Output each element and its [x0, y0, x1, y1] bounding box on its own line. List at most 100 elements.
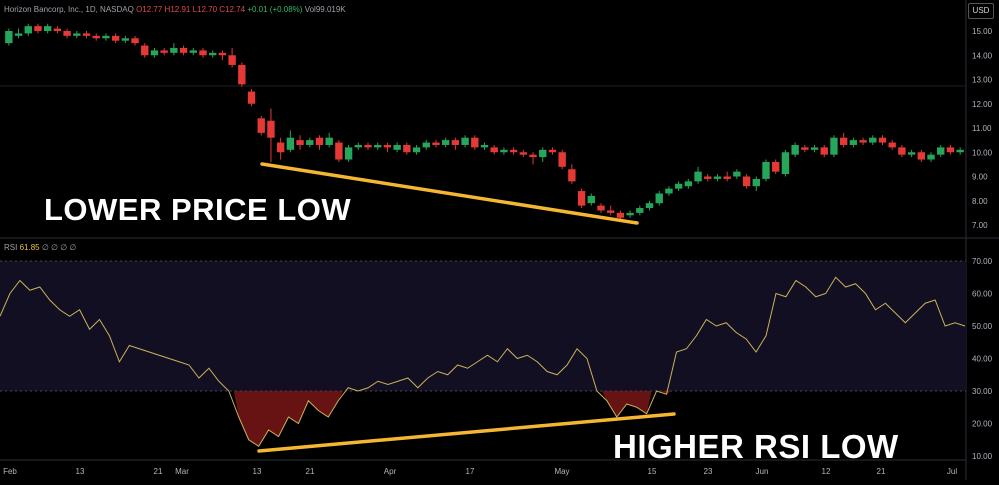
candle-body: [179, 47, 188, 53]
rsi-tick-label: 40.00: [972, 355, 993, 364]
candle-body: [733, 171, 741, 177]
candle-body: [24, 26, 32, 34]
candle-body: [820, 147, 828, 155]
rsi-trendline: [257, 412, 676, 453]
candle-body: [626, 212, 634, 216]
candle-body: [461, 137, 469, 145]
candle-body: [451, 140, 460, 145]
volume: Vol99.019K: [304, 5, 346, 14]
rsi-label[interactable]: RSI: [4, 243, 18, 252]
candle-body: [577, 191, 586, 206]
price-tick-label: 13.00: [972, 76, 993, 85]
candle-body: [189, 50, 197, 53]
candle-body: [762, 161, 770, 179]
candle-body: [335, 142, 343, 160]
price-change: +0.01 (+0.08%): [247, 5, 303, 14]
candle-body: [500, 149, 508, 153]
candle-body: [53, 28, 62, 31]
candle-body: [315, 137, 324, 145]
candle-body: [43, 26, 52, 31]
candle-body: [34, 26, 42, 31]
candle-body: [684, 181, 693, 187]
candle-body: [199, 50, 207, 56]
rsi-band-background: [0, 261, 966, 391]
currency-badge[interactable]: USD: [968, 3, 994, 19]
candle-body: [694, 171, 702, 182]
symbol-header: Horizon Bancorp, Inc., 1D, NASDAQ O12.77…: [4, 5, 346, 14]
price-tick-label: 11.00: [972, 124, 992, 133]
candle-body: [209, 52, 217, 56]
candle-body: [674, 183, 683, 189]
candle-body: [645, 203, 654, 209]
price-tick-label: 12.00: [972, 100, 993, 109]
candle-body: [170, 47, 178, 53]
candle-body: [888, 142, 896, 148]
candle-body: [325, 137, 333, 145]
price-tick-label: 8.00: [972, 197, 988, 206]
candle-body: [150, 50, 159, 56]
candle-body: [548, 149, 557, 153]
lower-price-low-annotation: LOWER PRICE LOW: [44, 192, 352, 227]
candle-body: [791, 144, 799, 155]
candle-body: [257, 118, 265, 133]
candle-body: [228, 55, 236, 65]
candle-body: [597, 205, 605, 211]
candle-body: [839, 137, 848, 145]
rsi-tick-label: 70.00: [972, 257, 993, 266]
candle-body: [772, 161, 780, 172]
time-tick-label: Apr: [384, 467, 397, 476]
price-trendline: [260, 162, 639, 225]
candle-body: [956, 149, 964, 153]
candle-body: [364, 144, 372, 148]
candle-body: [810, 147, 819, 150]
price-tick-label: 14.00: [972, 51, 993, 60]
candle-body: [422, 142, 430, 148]
candle-body: [471, 137, 479, 148]
candle-body: [63, 31, 71, 36]
candle-body: [704, 176, 712, 179]
time-tick-label: 23: [704, 467, 713, 476]
candle-body: [509, 149, 518, 153]
time-tick-label: Jul: [947, 467, 957, 476]
price-tick-label: 10.00: [972, 148, 993, 157]
candle-body: [830, 137, 838, 155]
candle-body: [878, 137, 887, 143]
candle-body: [587, 195, 595, 204]
price-tick-label: 7.00: [972, 221, 988, 230]
candle-body: [898, 147, 906, 155]
candle-body: [432, 142, 440, 145]
candle-body: [73, 33, 81, 36]
candle-body: [568, 169, 576, 182]
candle-body: [403, 144, 411, 153]
price-tick-label: 9.00: [972, 173, 988, 182]
candle-body: [111, 35, 120, 41]
candle-body: [490, 147, 498, 153]
candle-body: [801, 147, 809, 150]
candle-body: [917, 152, 926, 160]
symbol-title[interactable]: Horizon Bancorp, Inc., 1D, NASDAQ: [4, 5, 134, 14]
candle-body: [946, 147, 955, 153]
rsi-placeholders: ∅ ∅ ∅ ∅: [41, 243, 77, 252]
candle-body: [296, 140, 304, 145]
candle-body: [539, 149, 547, 158]
candle-body: [529, 154, 537, 158]
candle-body: [441, 140, 450, 145]
candle-body: [636, 208, 644, 213]
time-tick-label: Mar: [175, 467, 189, 476]
rsi-oversold-fill: [233, 391, 344, 447]
rsi-legend: RSI 61.85 ∅ ∅ ∅ ∅: [4, 243, 76, 252]
candle-body: [480, 144, 489, 148]
candle-body: [238, 64, 246, 85]
time-tick-label: 13: [253, 467, 262, 476]
candle-body: [937, 147, 945, 155]
candle-body: [160, 50, 168, 53]
candle-body: [907, 152, 916, 155]
candle-body: [247, 91, 256, 104]
time-tick-label: Feb: [3, 467, 17, 476]
higher-rsi-low-annotation: HIGHER RSI LOW: [613, 428, 899, 465]
ohlc-close: C12.74: [219, 5, 246, 14]
rsi-tick-label: 20.00: [972, 420, 993, 429]
ohlc-high: H12.91: [164, 5, 191, 14]
candle-body: [286, 137, 295, 150]
